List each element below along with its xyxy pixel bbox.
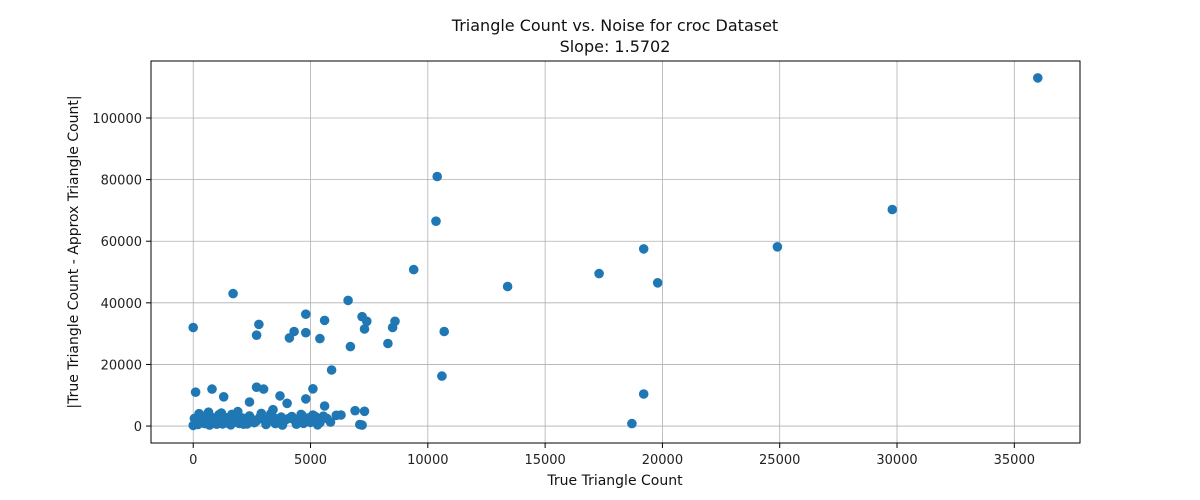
scatter-point (408, 264, 419, 275)
chart-title: Triangle Count vs. Noise for croc Datase… (451, 16, 778, 35)
scatter-point (275, 391, 285, 401)
scatter-point (319, 315, 330, 326)
y-tick-label: 40000 (101, 297, 142, 312)
scatter-point (238, 419, 249, 430)
scatter-point (194, 408, 204, 419)
scatter-point (336, 410, 346, 420)
scatter-point (207, 384, 217, 394)
scatter-point (887, 204, 898, 215)
scatter-point (203, 407, 214, 418)
scatter-point (296, 409, 306, 420)
scatter-point (188, 322, 198, 333)
y-tick-label: 20000 (101, 358, 142, 373)
scatter-point (301, 327, 311, 338)
chart-subtitle: Slope: 1.5702 (560, 37, 671, 56)
x-tick-label: 30000 (876, 453, 917, 468)
scatter-point (298, 418, 309, 429)
scatter-point (357, 420, 367, 430)
scatter-point (308, 384, 318, 394)
scatter-point (345, 341, 356, 352)
scatter-point (256, 408, 267, 419)
scatter-point (437, 371, 447, 381)
x-tick-label: 0 (189, 453, 197, 468)
scatter-point (217, 419, 228, 429)
scatter-point (196, 418, 207, 428)
x-tick-label: 35000 (994, 453, 1035, 468)
scatter-point (315, 333, 325, 344)
scatter-point (251, 382, 262, 393)
scatter-point (208, 416, 218, 427)
scatter-point (291, 419, 302, 430)
scatter-point (362, 316, 372, 327)
scatter-point (439, 326, 450, 337)
scatter-point (387, 322, 398, 333)
scatter-point (244, 397, 255, 407)
scatter-point (277, 420, 288, 430)
points-layer (188, 73, 1043, 431)
scatter-point (301, 309, 311, 320)
scatter-point (638, 389, 649, 399)
scatter-point (638, 244, 649, 254)
scatter-point (228, 288, 238, 299)
scatter-point (594, 268, 604, 279)
scatter-point (268, 404, 278, 415)
scatter-point (282, 398, 292, 409)
scatter-point (284, 333, 295, 343)
scatter-point (359, 324, 370, 334)
scatter-point (432, 171, 443, 182)
scatter-point (254, 319, 264, 330)
grid-layer (151, 61, 1080, 443)
x-tick-label: 20000 (642, 453, 683, 468)
scatter-point (431, 216, 441, 226)
x-axis-label: True Triangle Count (546, 473, 683, 489)
scatter-point (359, 406, 370, 417)
y-axis-label: |True Triangle Count - Approx Triangle C… (66, 95, 82, 408)
scatter-point (214, 409, 224, 420)
plot-frame (150, 60, 1081, 444)
y-tick-label: 100000 (92, 112, 142, 127)
scatter-point (229, 417, 240, 427)
scatter-point (383, 338, 393, 349)
scatter-point (326, 365, 337, 375)
scatter-point (188, 420, 198, 431)
x-tick-label: 5000 (294, 453, 327, 468)
scatter-point (218, 392, 229, 402)
scatter-point (233, 406, 243, 417)
x-tick-label: 15000 (524, 453, 565, 468)
scatter-point (301, 394, 311, 404)
scatter-point (343, 295, 353, 306)
scatter-point (652, 278, 663, 288)
scatter-point (772, 242, 783, 252)
scatter-point (325, 417, 336, 427)
scatter-point (261, 419, 271, 430)
scatter-point (350, 405, 360, 416)
scatter-point (319, 401, 330, 411)
y-tick-label: 60000 (101, 235, 142, 250)
x-tick-label: 25000 (759, 453, 800, 468)
tick-layer: 0 5000 10000 15000 20000 25000 30000 35000 0 2000… (92, 112, 1035, 468)
scatter-point (312, 420, 323, 430)
y-tick-label: 0 (134, 420, 142, 435)
scatter-point (249, 417, 259, 428)
scatter-point (310, 411, 321, 422)
scatter-point (627, 418, 637, 429)
x-tick-label: 10000 (407, 453, 448, 468)
y-tick-label: 80000 (101, 174, 142, 189)
scatter-point (502, 281, 513, 292)
scatter-point (190, 387, 201, 398)
scatter-point (1033, 73, 1043, 83)
scatter-point (251, 330, 262, 341)
